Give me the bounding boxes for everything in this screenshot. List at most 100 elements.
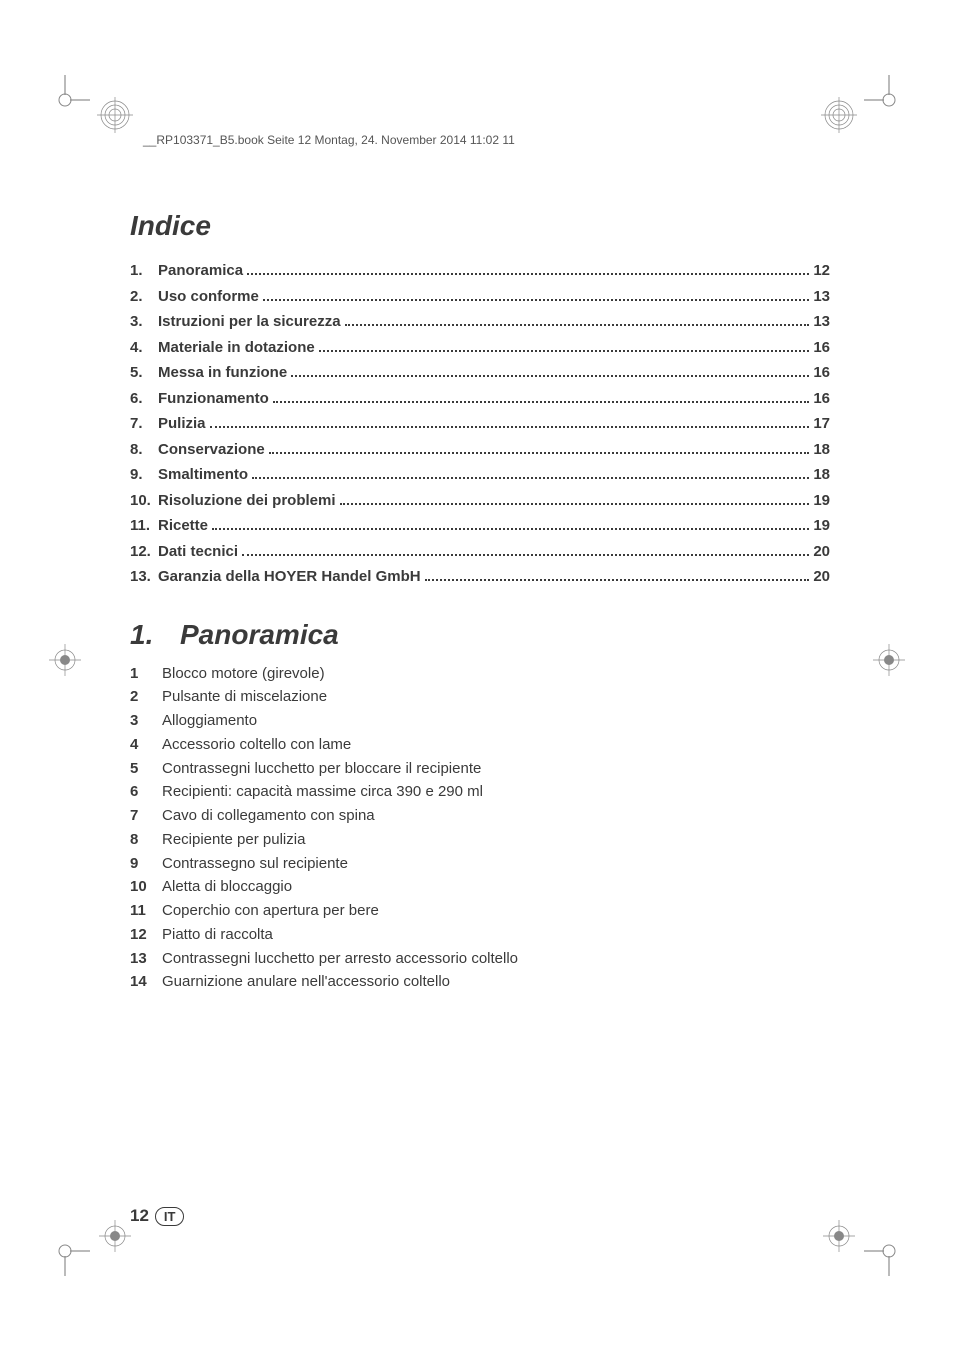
toc-item-label: Ricette bbox=[158, 515, 208, 538]
toc-item-label: Istruzioni per la sicurezza bbox=[158, 311, 341, 334]
header-filename: __RP103371_B5.book Seite 12 Montag, 24. … bbox=[143, 133, 515, 147]
overview-item-number: 4 bbox=[130, 734, 162, 756]
overview-item-number: 1 bbox=[130, 663, 162, 685]
overview-item: 5Contrassegni lucchetto per bloccare il … bbox=[130, 758, 830, 780]
overview-item: 3Alloggiamento bbox=[130, 710, 830, 732]
overview-item: 1Blocco motore (girevole) bbox=[130, 663, 830, 685]
toc-item-number: 10. bbox=[130, 490, 158, 513]
toc-item: 9.Smaltimento18 bbox=[130, 464, 830, 487]
toc-leader-dots bbox=[212, 528, 809, 530]
registration-mark bbox=[45, 640, 85, 680]
overview-list: 1Blocco motore (girevole)2Pulsante di mi… bbox=[130, 663, 830, 994]
toc-item-page: 13 bbox=[813, 286, 830, 309]
toc-item-number: 12. bbox=[130, 541, 158, 564]
overview-item: 13Contrassegni lucchetto per arresto acc… bbox=[130, 948, 830, 970]
toc-leader-dots bbox=[291, 375, 809, 377]
toc-item: 1.Panoramica12 bbox=[130, 260, 830, 283]
overview-item-text: Contrassegno sul recipiente bbox=[162, 853, 348, 875]
toc-item-page: 20 bbox=[813, 566, 830, 589]
overview-item-number: 6 bbox=[130, 781, 162, 803]
page-content: Indice 1.Panoramica122.Uso conforme133.I… bbox=[130, 210, 830, 995]
toc-item-label: Materiale in dotazione bbox=[158, 337, 315, 360]
overview-item-text: Blocco motore (girevole) bbox=[162, 663, 325, 685]
toc-item-page: 19 bbox=[813, 515, 830, 538]
overview-item-number: 7 bbox=[130, 805, 162, 827]
overview-item-text: Coperchio con apertura per bere bbox=[162, 900, 379, 922]
toc-item: 10.Risoluzione dei problemi 19 bbox=[130, 490, 830, 513]
overview-item: 2Pulsante di miscelazione bbox=[130, 686, 830, 708]
registration-mark bbox=[819, 1216, 859, 1256]
overview-item-text: Aletta di bloccaggio bbox=[162, 876, 292, 898]
toc-item: 5.Messa in funzione 16 bbox=[130, 362, 830, 385]
overview-item: 14Guarnizione anulare nell'accessorio co… bbox=[130, 971, 830, 993]
overview-item: 11Coperchio con apertura per bere bbox=[130, 900, 830, 922]
overview-item-text: Piatto di raccolta bbox=[162, 924, 273, 946]
crop-mark-bottom-left bbox=[40, 1226, 90, 1276]
overview-item: 7Cavo di collegamento con spina bbox=[130, 805, 830, 827]
toc-item-page: 19 bbox=[813, 490, 830, 513]
toc-item: 2.Uso conforme13 bbox=[130, 286, 830, 309]
toc-item-label: Pulizia bbox=[158, 413, 206, 436]
page-footer: 12 IT bbox=[130, 1206, 184, 1226]
toc-item-number: 6. bbox=[130, 388, 158, 411]
page-number: 12 bbox=[130, 1206, 149, 1226]
overview-item-number: 2 bbox=[130, 686, 162, 708]
overview-item-text: Accessorio coltello con lame bbox=[162, 734, 351, 756]
toc-item-number: 8. bbox=[130, 439, 158, 462]
toc-item-page: 16 bbox=[813, 362, 830, 385]
toc-item-label: Funzionamento bbox=[158, 388, 269, 411]
overview-item-number: 8 bbox=[130, 829, 162, 851]
overview-item-number: 9 bbox=[130, 853, 162, 875]
toc-leader-dots bbox=[273, 401, 809, 403]
toc-item-number: 3. bbox=[130, 311, 158, 334]
toc-leader-dots bbox=[269, 452, 810, 454]
overview-item-number: 10 bbox=[130, 876, 162, 898]
toc-item-page: 17 bbox=[813, 413, 830, 436]
overview-item: 8Recipiente per pulizia bbox=[130, 829, 830, 851]
overview-item-number: 14 bbox=[130, 971, 162, 993]
toc-leader-dots bbox=[319, 350, 810, 352]
overview-item: 10Aletta di bloccaggio bbox=[130, 876, 830, 898]
toc-item-label: Conservazione bbox=[158, 439, 265, 462]
section-heading: 1.Panoramica bbox=[130, 619, 830, 651]
toc-item-number: 4. bbox=[130, 337, 158, 360]
overview-item-number: 11 bbox=[130, 900, 162, 922]
toc-item-number: 9. bbox=[130, 464, 158, 487]
overview-item-text: Pulsante di miscelazione bbox=[162, 686, 327, 708]
overview-item-text: Cavo di collegamento con spina bbox=[162, 805, 375, 827]
toc-item-label: Messa in funzione bbox=[158, 362, 287, 385]
crop-mark-top-left bbox=[40, 75, 90, 125]
toc-leader-dots bbox=[345, 324, 810, 326]
overview-item-text: Contrassegni lucchetto per arresto acces… bbox=[162, 948, 518, 970]
toc-leader-dots bbox=[425, 579, 810, 581]
toc-item: 8.Conservazione18 bbox=[130, 439, 830, 462]
toc-title: Indice bbox=[130, 210, 830, 242]
toc-item-page: 18 bbox=[813, 464, 830, 487]
toc-item-page: 20 bbox=[813, 541, 830, 564]
crop-mark-bottom-right bbox=[864, 1226, 914, 1276]
toc-leader-dots bbox=[242, 554, 809, 556]
toc-item-page: 16 bbox=[813, 337, 830, 360]
toc-item-label: Dati tecnici bbox=[158, 541, 238, 564]
overview-item-number: 13 bbox=[130, 948, 162, 970]
overview-item-number: 12 bbox=[130, 924, 162, 946]
overview-item-text: Contrassegni lucchetto per bloccare il r… bbox=[162, 758, 481, 780]
toc-leader-dots bbox=[210, 426, 810, 428]
toc-item-label: Garanzia della HOYER Handel GmbH bbox=[158, 566, 421, 589]
overview-item: 6Recipienti: capacità massime circa 390 … bbox=[130, 781, 830, 803]
toc-item: 3.Istruzioni per la sicurezza13 bbox=[130, 311, 830, 334]
toc-item-page: 12 bbox=[813, 260, 830, 283]
toc-item-number: 5. bbox=[130, 362, 158, 385]
overview-item-number: 3 bbox=[130, 710, 162, 732]
toc-leader-dots bbox=[252, 477, 809, 479]
toc-leader-dots bbox=[340, 503, 810, 505]
toc-item-number: 13. bbox=[130, 566, 158, 589]
overview-item: 4Accessorio coltello con lame bbox=[130, 734, 830, 756]
registration-mark bbox=[819, 95, 859, 135]
overview-item-text: Recipienti: capacità massime circa 390 e… bbox=[162, 781, 483, 803]
toc-item-page: 16 bbox=[813, 388, 830, 411]
toc-item-label: Risoluzione dei problemi bbox=[158, 490, 336, 513]
toc-item: 7.Pulizia17 bbox=[130, 413, 830, 436]
toc-item: 4.Materiale in dotazione 16 bbox=[130, 337, 830, 360]
section-number: 1. bbox=[130, 619, 180, 651]
